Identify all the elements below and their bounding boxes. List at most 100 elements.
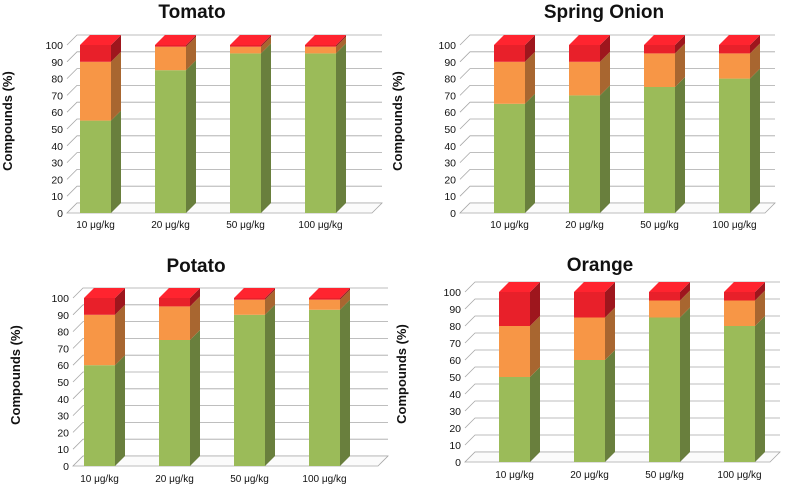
bar-front [499,377,530,462]
x-category-label: 100 μg/kg [717,470,761,481]
bar-side [755,316,765,462]
bar-segment-green [159,330,200,466]
bar-top-cap [155,35,196,45]
chart-floor [66,202,383,214]
bar-side [605,307,615,360]
bar-front [159,298,190,307]
y-tick-label: 80 [449,321,461,333]
bar-side [680,290,690,318]
x-category-label: 10 μg/kg [495,470,534,481]
bar-segment-orange [724,290,765,326]
bar-front [159,306,190,340]
y-axis-label: Compounds (%) [390,71,405,171]
gridline [72,304,388,316]
bar-segment-orange [574,307,615,360]
chart-title: Tomato [158,2,225,23]
bar-front [234,314,265,466]
bar-side [111,110,121,213]
bar-front [84,365,115,466]
bar-front [719,78,750,213]
bar-side [600,51,610,96]
bar-segment-orange [234,289,275,315]
y-tick-label: 70 [444,90,456,102]
gridline [66,85,382,96]
y-tick-label: 10 [51,191,63,203]
bar-front [494,103,525,213]
bar-segment-red [80,35,121,62]
bar-front [719,45,750,54]
bar-front [724,292,755,301]
bar-segment-red [569,35,610,62]
bar-front [644,87,675,213]
bar-segment-green [494,93,535,213]
gridline [72,388,388,400]
bar-top-cap [305,35,346,45]
bar-segment-orange [569,51,610,96]
bar-front [80,61,111,121]
bar-top-cap [159,288,200,298]
bar-top-cap [569,35,610,45]
bar-segment-green [724,316,765,462]
bar-side [186,35,196,47]
bar-front [84,298,115,315]
bar-top-cap [309,288,350,298]
y-tick-label: 50 [449,372,461,384]
bar-segment-red [305,35,346,47]
gridline [66,34,382,46]
bar-segment-green [499,367,540,462]
bar-segment-green [305,43,346,214]
bar-top-cap [84,288,125,298]
x-category-label: 100 μg/kg [298,220,342,231]
y-tick-label: 20 [51,174,63,186]
bar-side [186,60,196,214]
x-category-label: 50 μg/kg [230,474,269,485]
bar-front [230,45,261,47]
bar-top-cap [80,35,121,45]
y-tick-label: 90 [449,304,461,316]
bar-front [305,45,336,47]
gridline [66,101,382,113]
bar-side [680,282,690,301]
bar-side [340,299,350,466]
bar-front [155,46,186,71]
y-tick-label: 10 [57,444,69,456]
bar-side [755,282,765,301]
bar-segment-red [649,282,690,301]
bar-segment-orange [649,290,690,318]
bar-segment-orange [80,51,121,121]
bar-front [574,317,605,360]
chart-orange: 0 10 20 30 40 50 60 70 80 90 100 10 μg/kg 20 μg/kg 50… [394,255,781,481]
bar-segment-orange [305,36,346,54]
bar-side [750,35,760,54]
y-tick-label: 90 [57,310,69,322]
bar-front [234,298,265,300]
bar-side [261,43,271,214]
chart-title: Spring Onion [544,2,664,23]
bar-segment-green [569,85,610,213]
bar-top-cap [719,35,760,45]
bar-segment-orange [644,43,685,87]
bar-top-cap [644,35,685,45]
y-axis-label: Compounds (%) [8,325,23,425]
x-category-label: 100 μg/kg [712,220,756,231]
y-tick-label: 10 [444,191,456,203]
y-tick-label: 0 [57,208,63,220]
bar-segment-red [644,35,685,54]
x-category-label: 20 μg/kg [151,220,190,231]
bar-front [649,300,680,318]
bar-front [649,292,680,301]
bar-front [230,53,261,214]
bar-segment-red [234,288,275,300]
bar-front [234,299,265,315]
bar-side [530,316,540,377]
bar-top-cap [499,282,540,292]
y-tick-label: 20 [444,174,456,186]
bar-front [499,326,530,377]
bar-side [190,330,200,466]
bar-top-cap [234,288,275,298]
y-tick-label: 80 [444,74,456,86]
x-category-label: 50 μg/kg [226,220,265,231]
bar-segment-red [309,288,350,300]
y-tick-label: 80 [51,74,63,86]
